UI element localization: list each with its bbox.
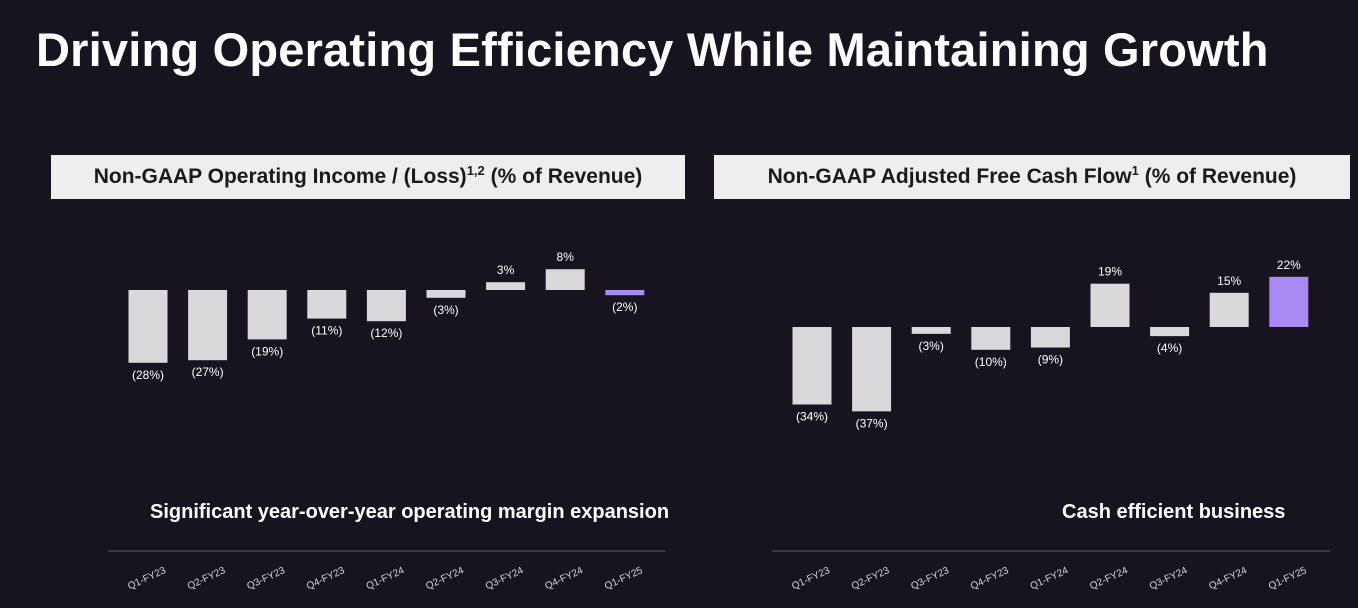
left-bar xyxy=(247,290,287,340)
right-data-label: (9%) xyxy=(1038,353,1063,367)
right-bar xyxy=(792,327,832,405)
left-data-label: 8% xyxy=(557,250,575,264)
page-title: Driving Operating Efficiency While Maint… xyxy=(36,23,1269,76)
left-data-label: (2%) xyxy=(612,300,637,314)
right-bar xyxy=(1030,327,1070,348)
left-bar xyxy=(307,290,347,319)
left-chart-title-tail: (% of Revenue) xyxy=(484,165,643,188)
left-data-label: (3%) xyxy=(433,303,458,317)
right-bar xyxy=(1209,292,1249,327)
left-data-label: 3% xyxy=(497,263,515,277)
right-chart-title-footnote: 1 xyxy=(1131,162,1139,178)
right-tick-label: Q4-FY23 xyxy=(969,565,1011,592)
right-chart-title-main: Non-GAAP Adjusted Free Cash Flow xyxy=(767,165,1132,188)
left-bar xyxy=(188,290,228,361)
left-bar xyxy=(426,290,466,298)
left-tick-label: Q4-FY23 xyxy=(305,565,347,592)
right-tick-label: Q3-FY24 xyxy=(1148,565,1190,592)
right-data-label: (34%) xyxy=(796,410,828,424)
right-tick-label: Q2-FY24 xyxy=(1088,565,1130,592)
right-chart-title-tail: (% of Revenue) xyxy=(1138,165,1297,188)
right-data-label: 15% xyxy=(1217,274,1241,288)
left-chart: (28%) Q1-FY23 (27%) Q2-FY23 (19%) Q3-FY23 (11%… xyxy=(108,250,665,592)
right-chart: (34%) Q1-FY23 (37%) Q2-FY23 (3%) Q3-FY23 (10%)… xyxy=(772,258,1330,592)
left-data-label: (19%) xyxy=(251,344,283,358)
left-data-label: (12%) xyxy=(370,326,402,340)
left-data-label: (11%) xyxy=(311,324,342,338)
right-tick-label: Q4-FY24 xyxy=(1207,565,1249,592)
left-tick-label: Q1-FY23 xyxy=(126,565,168,592)
left-chart-title: Non-GAAP Operating Income / (Loss) 1,2 (%… xyxy=(51,155,685,199)
right-bar xyxy=(852,327,892,412)
left-chart-title-main: Non-GAAP Operating Income / (Loss) xyxy=(93,165,467,188)
right-data-label: (37%) xyxy=(856,416,888,430)
right-chart-caption: Cash efficient business xyxy=(1062,501,1286,523)
right-tick-label: Q1-FY25 xyxy=(1267,565,1309,592)
right-tick-label: Q3-FY23 xyxy=(909,565,951,592)
right-tick-label: Q1-FY24 xyxy=(1029,565,1071,592)
right-bar xyxy=(1269,276,1309,327)
left-tick-label: Q1-FY24 xyxy=(365,565,407,592)
left-chart-title-footnote: 1,2 xyxy=(466,162,485,178)
left-data-label: (28%) xyxy=(132,368,164,382)
right-bar xyxy=(911,327,951,334)
right-tick-label: Q2-FY23 xyxy=(850,565,892,592)
right-data-label: 22% xyxy=(1277,258,1301,272)
left-tick-label: Q1-FY25 xyxy=(603,565,645,592)
left-bar xyxy=(545,269,585,290)
right-data-label: (10%) xyxy=(975,355,1007,369)
left-bar xyxy=(128,290,168,363)
right-data-label: (3%) xyxy=(919,339,944,353)
left-tick-label: Q2-FY24 xyxy=(424,565,466,592)
left-tick-label: Q4-FY24 xyxy=(543,565,585,592)
right-bar xyxy=(1150,327,1190,337)
left-bar xyxy=(366,290,406,322)
left-tick-label: Q3-FY24 xyxy=(484,565,526,592)
right-data-label: 19% xyxy=(1098,265,1122,279)
right-data-label: (4%) xyxy=(1157,341,1182,355)
left-tick-label: Q3-FY23 xyxy=(245,565,287,592)
right-tick-label: Q1-FY23 xyxy=(790,565,832,592)
right-bar xyxy=(1090,283,1130,327)
left-chart-caption: Significant year-over-year operating mar… xyxy=(150,501,670,523)
left-bar xyxy=(605,290,645,296)
left-bar xyxy=(486,282,526,290)
right-bar xyxy=(971,327,1011,350)
right-chart-title: Non-GAAP Adjusted Free Cash Flow 1 (% of … xyxy=(714,155,1350,199)
left-tick-label: Q2-FY23 xyxy=(186,565,228,592)
left-data-label: (27%) xyxy=(192,365,224,379)
